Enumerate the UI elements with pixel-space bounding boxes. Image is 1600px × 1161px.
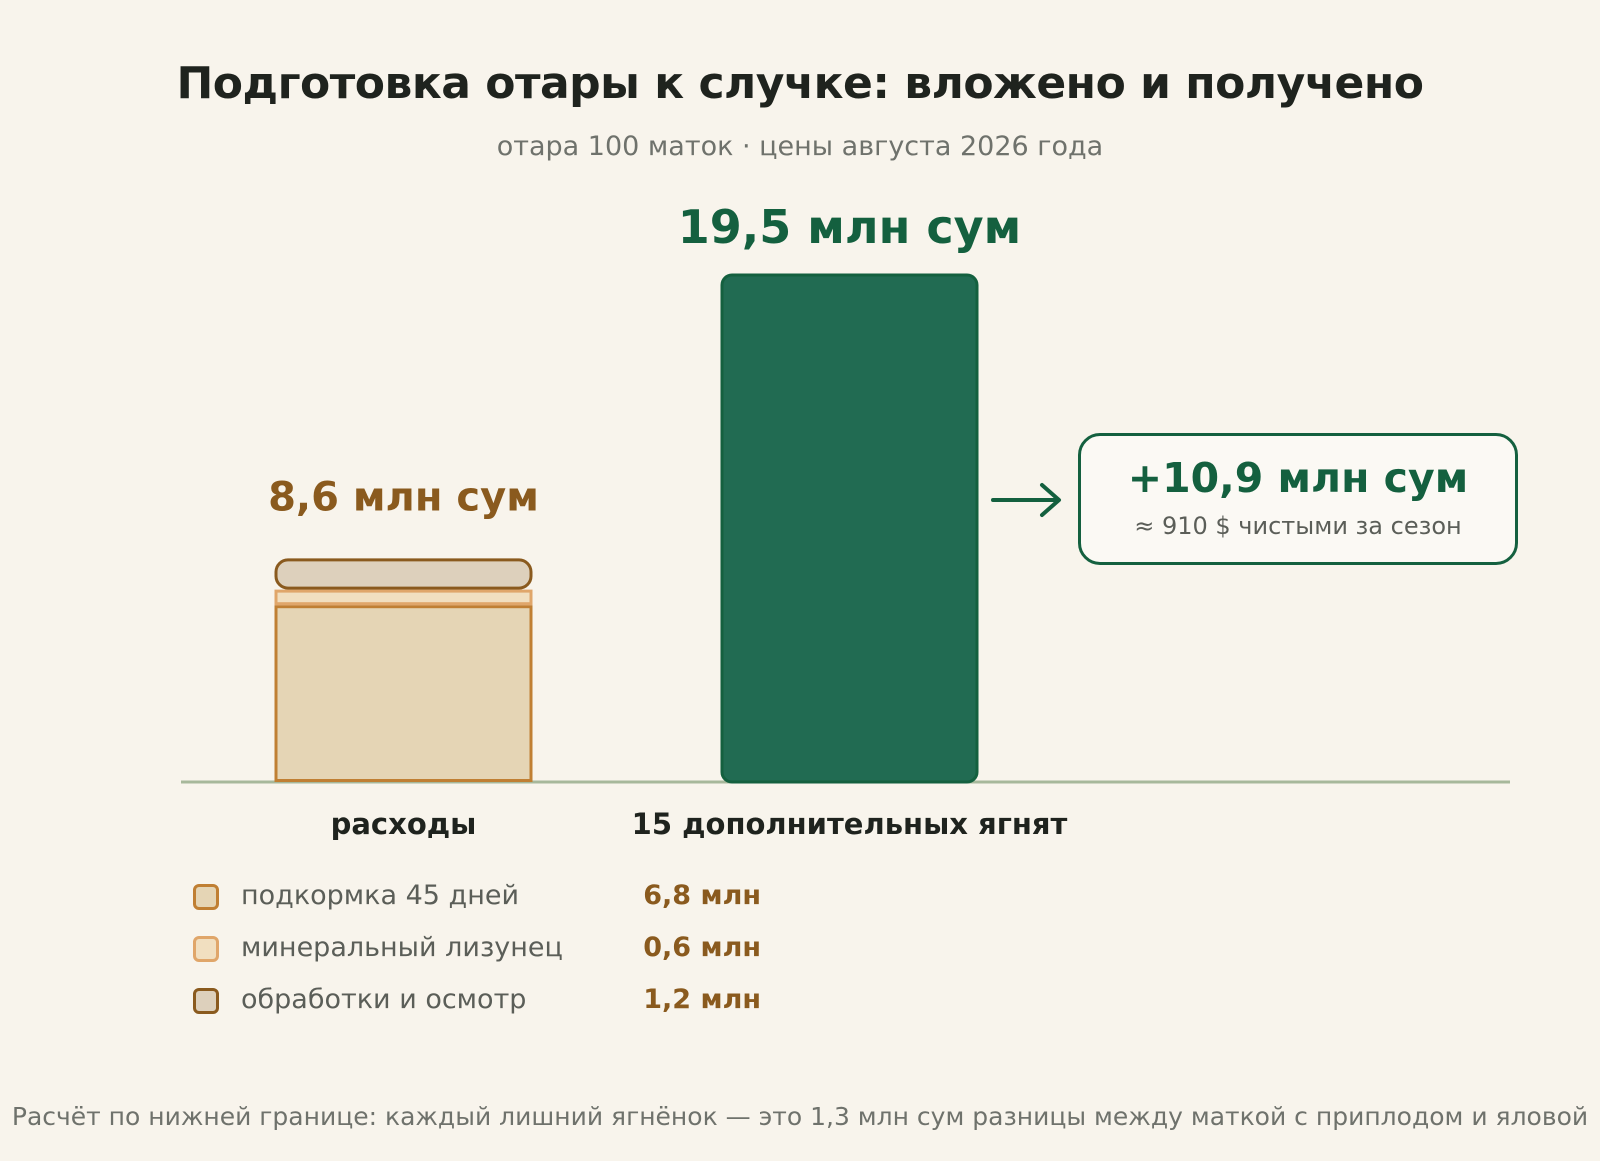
- category-label-expenses: расходы: [331, 807, 477, 841]
- income-total-label: 19,5 млн сум: [678, 200, 1021, 254]
- net-gain-note: ≈ 910 $ чистыми за сезон: [1134, 512, 1462, 540]
- legend-value-treatment: 1,2 млн: [643, 984, 761, 1015]
- expense-total-label: 8,6 млн сум: [268, 474, 539, 520]
- bar-income: [720, 273, 979, 784]
- legend-label-lick: минеральный лизунец: [241, 932, 563, 963]
- legend-value-feed: 6,8 млн: [643, 880, 761, 911]
- arrow-head-icon: [1040, 483, 1061, 517]
- legend-label-treatment: обработки и осмотр: [241, 984, 527, 1015]
- legend-swatch-lick: [193, 936, 219, 962]
- net-gain-callout: +10,9 млн сум ≈ 910 $ чистыми за сезон: [1078, 433, 1518, 565]
- legend-swatch-feed: [193, 884, 219, 910]
- footnote: Расчёт по нижней границе: каждый лишний …: [11, 1102, 1589, 1131]
- chart-title: Подготовка отары к случке: вложено и пол…: [176, 58, 1424, 109]
- legend-label-feed: подкормка 45 дней: [241, 880, 520, 911]
- legend-value-lick: 0,6 млн: [643, 932, 761, 963]
- bar-segment-feed: [274, 605, 533, 783]
- chart-subtitle: отара 100 маток · цены августа 2026 года: [496, 131, 1104, 162]
- category-label-lambs: 15 дополнительных ягнят: [632, 807, 1068, 841]
- bar-chart: 8,6 млн сум 19,5 млн сум расходы 15 дополни…: [181, 200, 1510, 841]
- bar-segment-treatment: [274, 558, 533, 590]
- net-gain-value: +10,9 млн сум: [1127, 454, 1469, 502]
- bar-segment-lick: [274, 589, 533, 606]
- legend-swatch-treatment: [193, 988, 219, 1014]
